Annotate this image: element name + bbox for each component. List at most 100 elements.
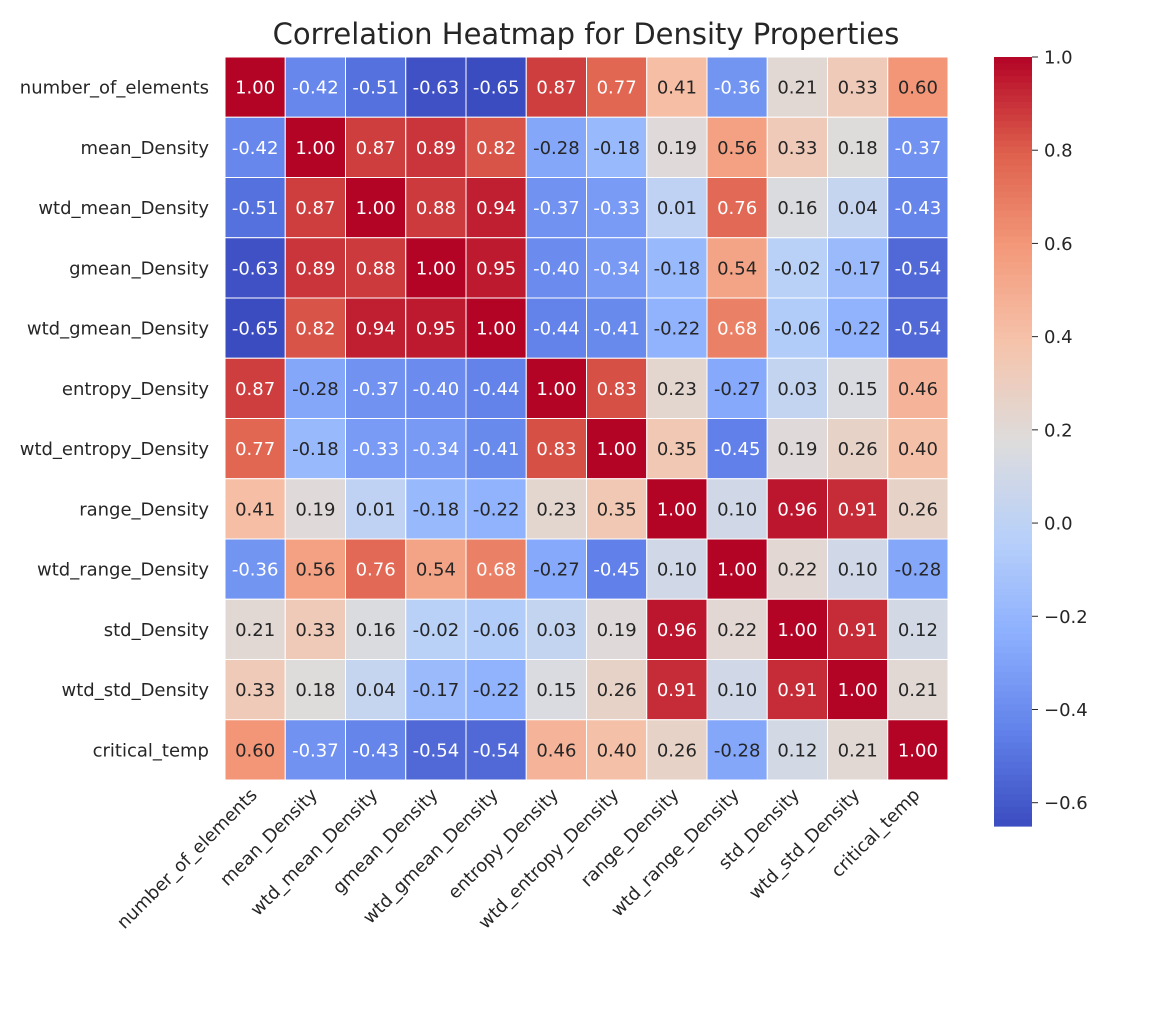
heatmap-cell [405,538,467,600]
colorbar-segment [994,761,1032,769]
colorbar-segment [994,197,1032,205]
cell-value-label: -0.40 [533,258,580,279]
heatmap-cell [766,719,828,781]
cell-value-label: -0.40 [413,379,460,400]
heatmap-cell [827,297,889,359]
colorbar-segment [994,678,1032,686]
cell-value-label: 0.01 [657,198,697,219]
cell-value-label: -0.41 [593,319,640,340]
colorbar-segment [994,768,1032,776]
colorbar-segment [994,396,1032,404]
colorbar-segment [994,441,1032,449]
cell-value-label: 0.89 [295,258,335,279]
heatmap-cell [887,719,949,781]
heatmap-cell [646,478,708,540]
heatmap-cell [405,598,467,660]
cell-value-label: 0.60 [898,78,938,99]
cell-value-label: -0.22 [473,680,520,701]
cell-value-label: -0.36 [232,560,279,581]
heatmap-cell [586,297,648,359]
colorbar-segment [994,127,1032,135]
colorbar-segment [994,236,1032,244]
colorbar-segment [994,511,1032,519]
colorbar-segment [994,608,1032,616]
heatmap-cell [586,659,648,721]
colorbar-segment [994,210,1032,218]
cell-value-label: -0.28 [714,740,761,761]
cell-value-label: 0.41 [235,499,275,520]
heatmap-cell [405,297,467,359]
colorbar-segment [994,281,1032,289]
y-tick-label: number_of_elements [20,78,209,99]
colorbar-segment [994,140,1032,148]
heatmap-cell [646,116,708,178]
colorbar-segment [994,204,1032,212]
colorbar-segment [994,377,1032,385]
colorbar-segment [994,242,1032,250]
cell-value-label: 0.46 [898,379,938,400]
heatmap-cell [465,237,527,299]
colorbar-segment [994,249,1032,257]
heatmap-cell [284,237,346,299]
colorbar-segment [994,723,1032,731]
cell-value-label: 1.00 [838,680,878,701]
y-tick-label: critical_temp [93,740,209,761]
colorbar-segment [994,576,1032,584]
colorbar-segment [994,588,1032,596]
heatmap-cell [465,116,527,178]
heatmap-cell [465,357,527,419]
heatmap-cell [766,297,828,359]
heatmap-cell [405,418,467,480]
heatmap-cell [887,177,949,239]
cell-value-label: 0.21 [235,620,275,641]
colorbar-segment [994,697,1032,705]
cell-value-label: 0.22 [777,560,817,581]
heatmap-cell [345,538,407,600]
cell-value-label: 0.23 [536,499,576,520]
heatmap-cell [465,418,527,480]
colorbar-segment [994,467,1032,475]
heatmap-cell [345,237,407,299]
heatmap-cell [345,297,407,359]
cell-value-label: 0.19 [777,439,817,460]
cell-value-label: 0.91 [838,499,878,520]
heatmap-cell [284,719,346,781]
cell-value-label: 0.26 [898,499,938,520]
cell-value-label: 1.00 [717,560,757,581]
heatmap-cell [525,297,587,359]
colorbar-segment [994,274,1032,282]
cell-value-label: 1.00 [657,499,697,520]
colorbar-segment [994,428,1032,436]
colorbar-segment [994,672,1032,680]
heatmap-cell [224,297,286,359]
cell-value-label: 0.33 [235,680,275,701]
heatmap-cell [345,357,407,419]
cell-value-label: 0.21 [777,78,817,99]
heatmap-cell [706,357,768,419]
colorbar-tick-label: 0.4 [1044,327,1073,348]
cell-value-label: 0.87 [295,198,335,219]
y-tick-labels: number_of_elements mean_Density wtd_mean_D… [20,78,210,762]
heatmap-cell [284,538,346,600]
cell-value-label: 0.77 [597,78,637,99]
cell-value-label: 0.16 [356,620,396,641]
colorbar-segment [994,319,1032,327]
cell-value-label: -0.33 [352,439,399,460]
cell-value-label: 0.18 [838,138,878,159]
y-tick-label: entropy_Density [62,379,209,400]
heatmap-cell [827,538,889,600]
heatmap-cell [284,659,346,721]
colorbar-segment [994,755,1032,763]
colorbar-segment [994,550,1032,558]
colorbar-segment [994,287,1032,295]
cell-value-label: -0.37 [895,138,942,159]
colorbar-segment [994,89,1032,97]
cell-value-label: 0.87 [536,78,576,99]
colorbar-segment [994,95,1032,103]
cell-value-label: 0.35 [597,499,637,520]
cell-value-label: 0.04 [356,680,396,701]
cell-value-label: 0.68 [476,560,516,581]
cell-value-label: 0.18 [295,680,335,701]
heatmap-cell [586,116,648,178]
colorbar-segment [994,787,1032,795]
